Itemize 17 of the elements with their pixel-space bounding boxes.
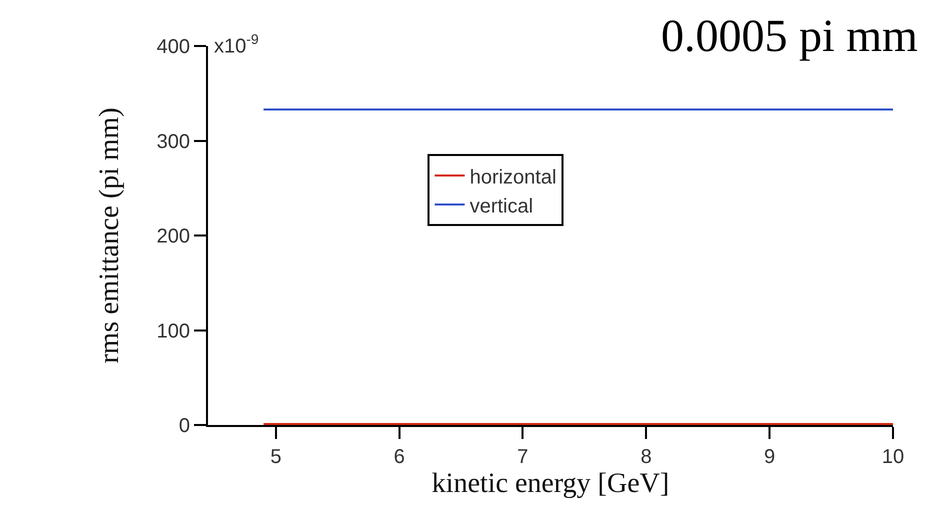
x-tick-label: 7 bbox=[517, 446, 528, 468]
annotation: 0.0005 pi mm bbox=[661, 10, 918, 61]
y-tick-label: 100 bbox=[156, 320, 190, 342]
legend-label: horizontal bbox=[470, 166, 556, 188]
x-axis-title: kinetic energy [GeV] bbox=[432, 468, 670, 499]
y-tick-label: 200 bbox=[156, 226, 190, 248]
y-tick-label: 0 bbox=[178, 415, 190, 437]
legend-label: vertical bbox=[470, 195, 534, 218]
x-tick-label: 6 bbox=[394, 446, 405, 468]
y-tick-label: 300 bbox=[156, 130, 190, 153]
x-tick-label: 5 bbox=[270, 446, 282, 468]
x-tick-label: 9 bbox=[764, 446, 776, 468]
y-axis-title: rms emittance (pi mm) bbox=[94, 108, 125, 364]
x-tick-label: 10 bbox=[882, 446, 904, 468]
y-tick-label: 400 bbox=[156, 36, 190, 58]
x-tick-label: 8 bbox=[640, 446, 652, 468]
annotation: x10$^{-9}$ bbox=[214, 31, 259, 58]
